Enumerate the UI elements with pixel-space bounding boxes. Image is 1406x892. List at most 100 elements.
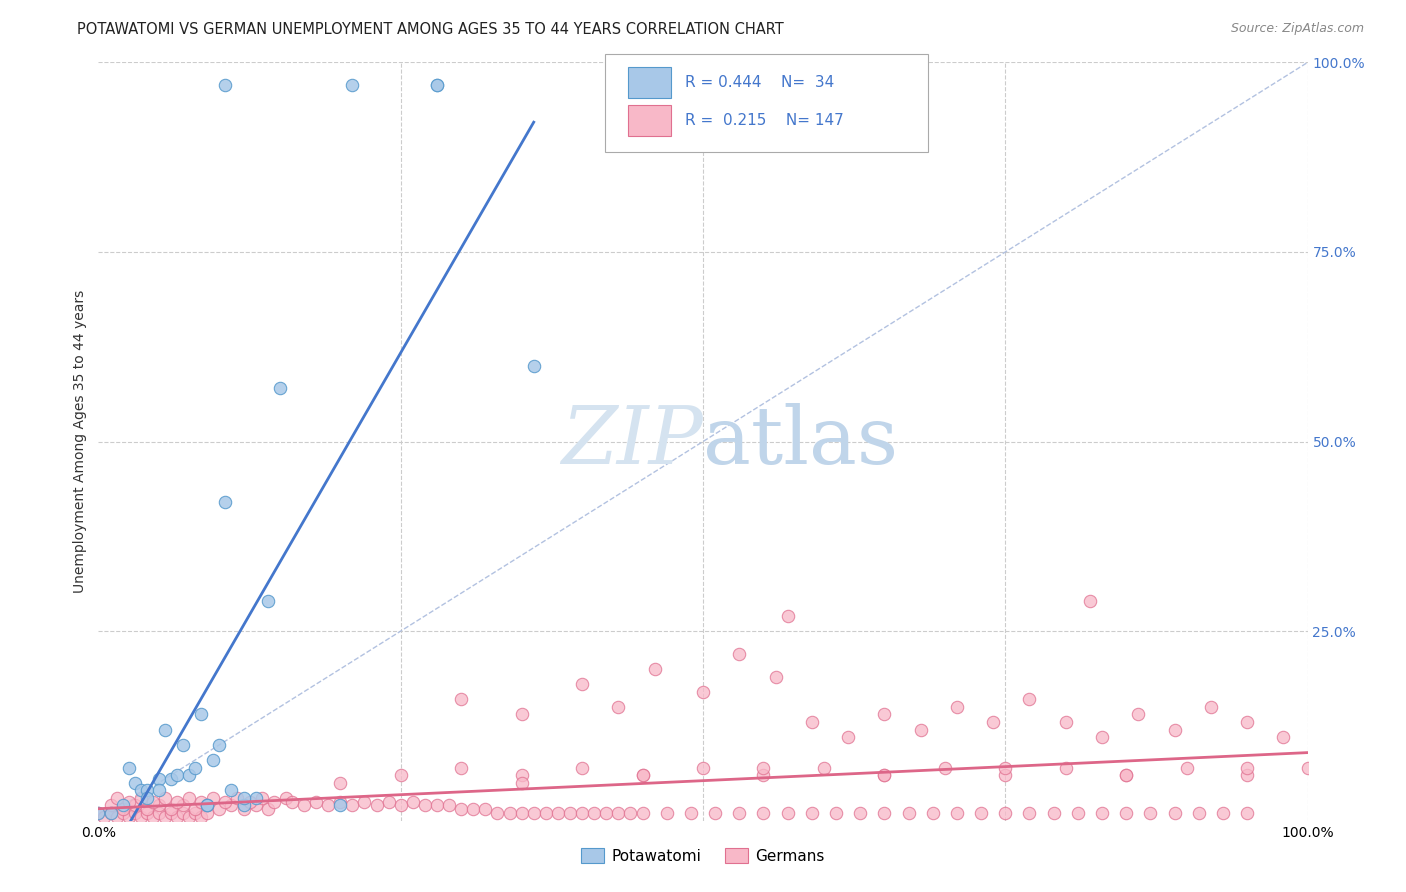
Point xyxy=(274,791,297,805)
Text: atlas: atlas xyxy=(703,402,898,481)
Point xyxy=(124,776,146,790)
Point xyxy=(93,810,115,824)
Point xyxy=(910,723,932,737)
Point xyxy=(510,707,533,722)
Point xyxy=(571,677,593,691)
Point xyxy=(118,795,141,809)
Point xyxy=(142,795,165,809)
Point xyxy=(486,806,509,821)
Point xyxy=(776,608,799,623)
Point xyxy=(160,806,183,821)
Point xyxy=(402,795,425,809)
Point xyxy=(765,669,787,683)
Point xyxy=(214,495,236,509)
Point xyxy=(946,699,969,714)
Point xyxy=(239,795,262,809)
Point xyxy=(329,798,352,813)
Point xyxy=(873,768,896,782)
Point xyxy=(1128,707,1150,722)
Point xyxy=(595,806,617,821)
Point xyxy=(342,798,364,813)
Point xyxy=(214,795,236,809)
Point xyxy=(1054,760,1077,774)
Point xyxy=(389,768,412,782)
Point xyxy=(195,806,218,821)
Point xyxy=(450,802,472,816)
Point xyxy=(166,768,188,782)
Point xyxy=(1115,768,1137,782)
Point xyxy=(571,760,593,774)
Legend: Potawatomi, Germans: Potawatomi, Germans xyxy=(575,842,831,870)
Point xyxy=(704,806,727,821)
Point xyxy=(148,806,170,821)
Point xyxy=(195,798,218,813)
Text: Source: ZipAtlas.com: Source: ZipAtlas.com xyxy=(1230,22,1364,36)
Point xyxy=(534,806,557,821)
Point xyxy=(111,798,134,813)
Point xyxy=(873,707,896,722)
Point xyxy=(1236,768,1258,782)
Point xyxy=(269,382,291,396)
Point xyxy=(426,78,449,92)
Point xyxy=(172,738,194,752)
Point xyxy=(100,806,122,821)
Point xyxy=(1175,760,1198,774)
Point xyxy=(226,791,249,805)
Point xyxy=(135,806,157,821)
Point xyxy=(728,647,751,661)
Point xyxy=(129,810,152,824)
Point xyxy=(153,791,176,805)
Point xyxy=(994,768,1017,782)
Point xyxy=(153,810,176,824)
Y-axis label: Unemployment Among Ages 35 to 44 years: Unemployment Among Ages 35 to 44 years xyxy=(73,290,87,593)
Point xyxy=(166,810,188,824)
Point xyxy=(172,798,194,813)
Point xyxy=(547,806,569,821)
Point xyxy=(631,768,654,782)
Point xyxy=(208,802,231,816)
Point xyxy=(413,798,436,813)
Point xyxy=(558,806,581,821)
Point xyxy=(245,798,267,813)
Point xyxy=(256,594,278,608)
Point xyxy=(329,795,352,809)
Point xyxy=(873,768,896,782)
Point xyxy=(873,806,896,821)
Point xyxy=(87,806,110,821)
Point xyxy=(1199,699,1222,714)
Point xyxy=(245,791,267,805)
Point xyxy=(190,795,212,809)
Point xyxy=(981,715,1004,730)
Point xyxy=(135,791,157,805)
Point xyxy=(679,806,702,821)
Point xyxy=(619,806,641,821)
Point xyxy=(214,78,236,92)
Point xyxy=(179,810,201,824)
Point xyxy=(148,798,170,813)
Point xyxy=(292,798,315,813)
Point xyxy=(118,810,141,824)
Point xyxy=(463,802,485,816)
Point xyxy=(571,806,593,821)
Point xyxy=(849,806,872,821)
Point xyxy=(692,685,714,699)
Point xyxy=(184,806,207,821)
Point xyxy=(631,768,654,782)
Point xyxy=(190,810,212,824)
Point xyxy=(631,806,654,821)
Point xyxy=(250,791,273,805)
Point xyxy=(776,806,799,821)
Point xyxy=(232,798,254,813)
Point xyxy=(366,798,388,813)
Point xyxy=(1212,806,1234,821)
Point xyxy=(1272,730,1295,744)
Point xyxy=(353,795,375,809)
Point xyxy=(837,730,859,744)
Point xyxy=(160,772,183,786)
Point xyxy=(190,707,212,722)
Point xyxy=(752,760,775,774)
Point xyxy=(644,662,666,676)
Point xyxy=(1054,715,1077,730)
Point xyxy=(583,806,606,821)
Point xyxy=(100,806,122,821)
